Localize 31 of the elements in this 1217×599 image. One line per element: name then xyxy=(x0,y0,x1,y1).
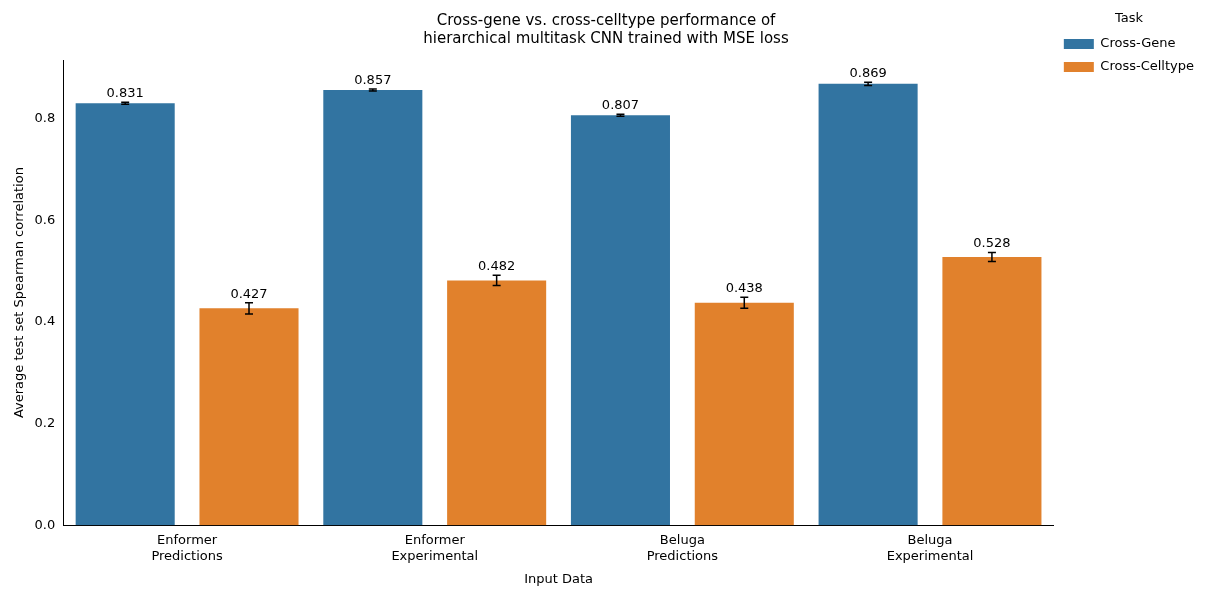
y-tick-label: 0.0 xyxy=(34,516,56,532)
data-label: 0.427 xyxy=(230,285,268,301)
legend-label: Cross-Gene xyxy=(1100,35,1176,51)
y-axis-title: Average test set Spearman correlation xyxy=(11,167,27,419)
bar xyxy=(570,115,670,526)
data-label: 0.807 xyxy=(601,97,640,113)
bar xyxy=(942,257,1042,526)
data-label: 0.482 xyxy=(478,258,516,274)
data-label: 0.831 xyxy=(106,85,144,101)
x-tick-label: Beluga Experimental xyxy=(886,532,974,563)
legend-label: Cross-Celltype xyxy=(1100,58,1195,74)
bar xyxy=(694,302,794,526)
data-label: 0.528 xyxy=(973,235,1011,251)
y-tick-label: 0.4 xyxy=(34,313,56,329)
x-axis-title: Input Data xyxy=(524,570,593,586)
y-tick-label: 0.8 xyxy=(34,110,56,126)
bar xyxy=(323,89,423,526)
legend-title: Task xyxy=(1113,9,1144,25)
data-label: 0.857 xyxy=(354,71,392,87)
bar xyxy=(75,103,175,526)
y-tick-label: 0.2 xyxy=(34,415,56,430)
bar xyxy=(447,280,547,526)
x-tick-label: Enformer Experimental xyxy=(391,532,479,563)
bar xyxy=(818,83,918,526)
y-tick-label: 0.6 xyxy=(34,211,56,227)
data-label: 0.438 xyxy=(725,280,763,296)
data-label: 0.869 xyxy=(849,65,887,81)
x-tick-label: Beluga Predictions xyxy=(646,532,719,563)
x-tick-label: Enformer Predictions xyxy=(151,532,223,563)
bar xyxy=(199,308,299,526)
chart-title: Cross-gene vs. cross-celltype performance of hierarchical multitask CNN trained with MSE loss xyxy=(423,10,789,47)
